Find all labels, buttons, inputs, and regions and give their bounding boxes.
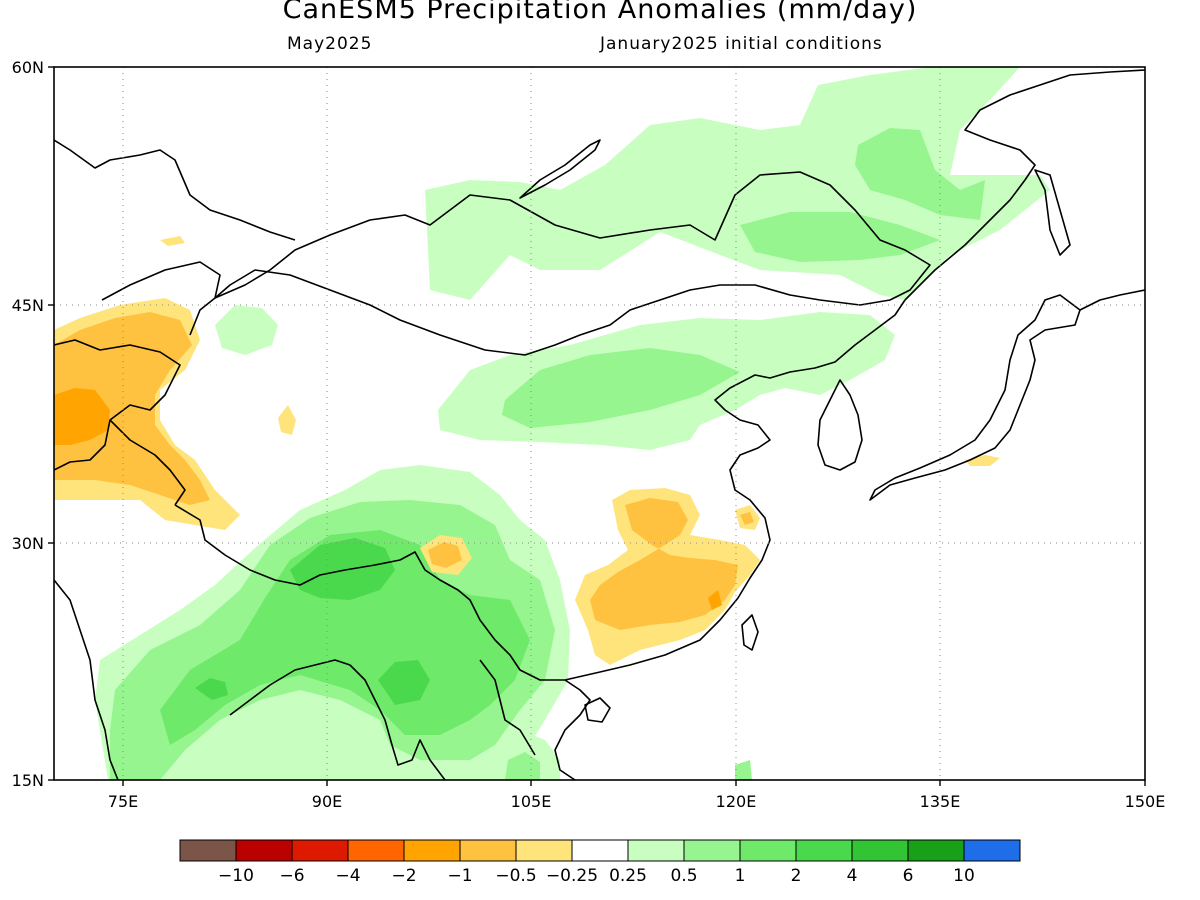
colorbar-swatch: [179, 839, 237, 862]
anomaly-fields: [54, 67, 1050, 780]
dry-anomaly-kazakhstan-small: [160, 236, 185, 246]
chart-title: CanESM5 Precipitation Anomalies (mm/day): [282, 0, 918, 25]
lon-label: 75E: [108, 792, 138, 811]
lat-label: 60N: [12, 58, 44, 77]
lon-label: 105E: [511, 792, 552, 811]
colorbar-tick-label: 4: [847, 866, 858, 886]
axis-ticks: [48, 66, 1146, 786]
kazakhstan-border: [101, 261, 221, 336]
longitude-labels: 75E 90E 105E 120E 135E 150E: [108, 792, 1166, 811]
colorbar-swatch: [851, 839, 909, 862]
lon-label: 135E: [920, 792, 961, 811]
wet-anomaly-india-core: [195, 678, 228, 700]
wet-anomaly-tibet-small: [215, 305, 278, 355]
lon-label: 90E: [312, 792, 342, 811]
colorbar-swatch: [403, 839, 461, 862]
sakhalin-island: [1034, 169, 1071, 256]
colorbar-tick-label: −2: [391, 866, 416, 886]
colorbar-swatch: [795, 839, 853, 862]
colorbar-tick-label: 1: [735, 866, 746, 886]
indochina-coast: [479, 659, 591, 780]
colorbar-tick-label: −0.5: [495, 866, 536, 886]
colorbar-tick-label: −1: [447, 866, 472, 886]
india-coast: [54, 579, 351, 780]
hainan-island: [584, 697, 611, 723]
wet-anomaly-northeast-moderate: [855, 128, 985, 220]
colorbar-tick-label: −6: [279, 866, 304, 886]
wet-anomaly-philippines: [735, 760, 752, 780]
lon-label: 120E: [716, 792, 757, 811]
wet-anomaly-north-belt: [425, 67, 1050, 300]
colorbar-swatch: [235, 839, 293, 862]
colorbar-tick-label: 0.5: [670, 866, 697, 886]
colorbar-swatch: [515, 839, 573, 862]
colorbar-labels: −10 −6 −4 −2 −1 −0.5 −0.25 0.25 0.5 1 2 4 6 10: [218, 866, 975, 886]
wet-anomaly-indochina-moderate: [505, 752, 540, 780]
dry-anomaly-japan: [965, 455, 1000, 466]
mongolia-border: [214, 171, 931, 356]
lake-baikal: [519, 139, 601, 199]
lon-label: 150E: [1125, 792, 1166, 811]
wet-anomaly-myanmar-core: [378, 660, 430, 705]
wet-anomaly-north-moderate: [740, 212, 940, 262]
colorbar-swatch: [963, 839, 1021, 862]
dry-anomaly-central-asia-strong: [54, 388, 110, 445]
initial-conditions-label: January2025 initial conditions: [600, 34, 883, 54]
colorbar-tick-label: −0.25: [546, 866, 598, 886]
lat-label: 15N: [12, 771, 44, 790]
latitude-labels: 60N 45N 30N 15N: [12, 58, 44, 790]
colorbar-tick-label: 6: [903, 866, 914, 886]
map-frame: [53, 66, 1146, 781]
colorbar-swatch: [683, 839, 741, 862]
china-east-coast: [564, 299, 906, 681]
russia-far-east-coast: [904, 69, 1145, 301]
myanmar-coast: [349, 664, 446, 780]
colorbar-tick-label: 10: [953, 866, 975, 886]
colorbar-swatch: [459, 839, 517, 862]
japan-coast: [869, 294, 1081, 501]
coastlines-and-borders: [54, 69, 1145, 780]
wet-anomaly-north-china-moderate: [502, 348, 740, 428]
valid-month-label: May2025: [287, 34, 373, 54]
colorbar-swatch: [291, 839, 349, 862]
colorbar-swatch: [571, 839, 629, 862]
colorbar-swatch: [627, 839, 685, 862]
central-asia-borders: [54, 339, 186, 506]
dry-anomaly-south-china-moderate: [590, 498, 738, 630]
colorbar-swatch: [907, 839, 965, 862]
colorbar-tick-label: −10: [218, 866, 254, 886]
colorbar-swatch: [347, 839, 405, 862]
colorbar-tick-label: 2: [791, 866, 802, 886]
korea-coast: [817, 379, 863, 471]
grid-lines: [54, 67, 1145, 780]
colorbar-swatch: [739, 839, 797, 862]
himalaya-border: [174, 504, 565, 681]
lat-label: 45N: [12, 296, 44, 315]
dry-anomaly-fujian-core: [708, 590, 722, 610]
wet-anomaly-bangladesh-core: [290, 538, 395, 600]
lat-label: 30N: [12, 534, 44, 553]
dry-anomaly-tibet-small: [278, 405, 296, 435]
siberia-coast: [54, 139, 296, 241]
kuril-islands: [1079, 289, 1145, 311]
dry-anomaly-yunnan-core: [428, 542, 462, 568]
taiwan-island: [741, 614, 759, 651]
colorbar: [179, 839, 1021, 862]
wet-anomaly-manchuria: [770, 340, 850, 385]
colorbar-tick-label: −4: [335, 866, 360, 886]
dry-anomaly-jiangsu-core: [740, 512, 754, 525]
colorbar-tick-label: 0.25: [609, 866, 647, 886]
wet-anomaly-south-asia-strong: [160, 530, 530, 745]
